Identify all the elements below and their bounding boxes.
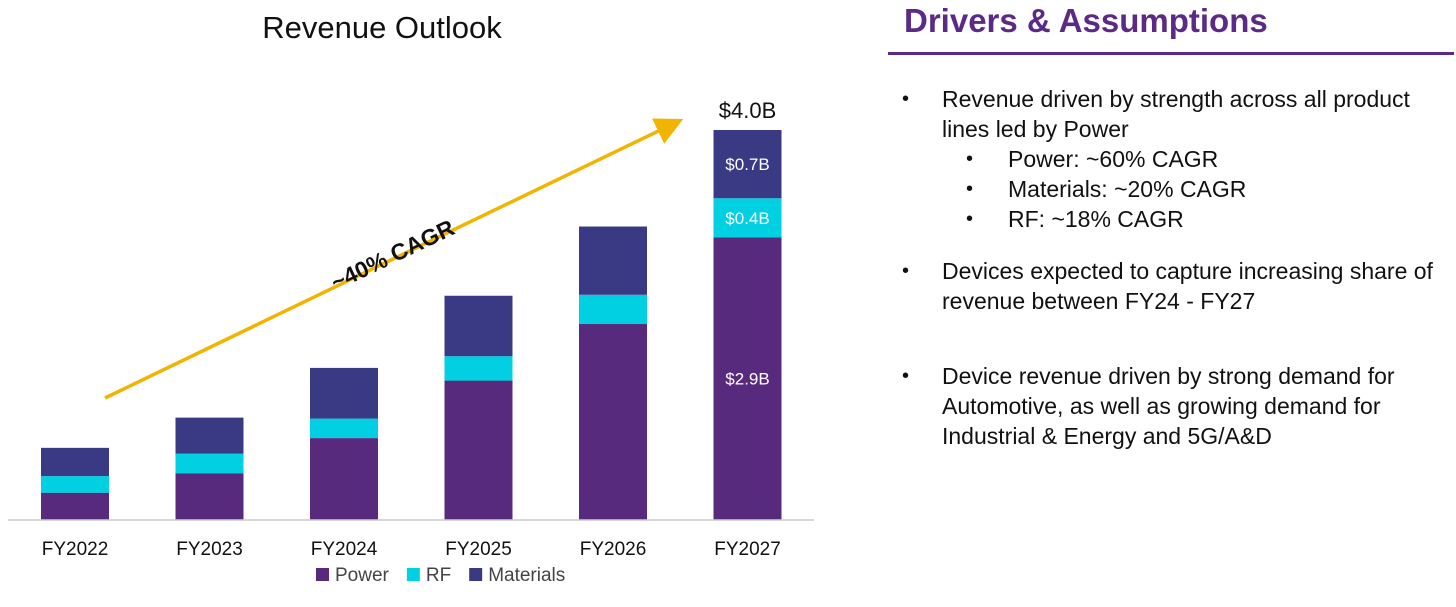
x-tick-label: FY2022 (42, 539, 109, 560)
cagr-annotation: ~40% CAGR (327, 214, 459, 295)
bar-fy2025-power (444, 380, 513, 520)
bar-fy2026-rf (579, 294, 647, 325)
bar-fy2024-rf (310, 418, 378, 439)
bullet-item: Devices expected to capture increasing s… (888, 256, 1454, 316)
bullet-item: Device revenue driven by strong demand f… (888, 361, 1454, 451)
bar-fy2026-materials (579, 226, 647, 295)
bar-fy2023-materials (175, 417, 244, 454)
data-label: $0.4B (725, 209, 769, 228)
chart-title: Revenue Outlook (262, 10, 502, 45)
panel-heading: Drivers & Assumptions (904, 2, 1268, 39)
cagr-arrow (104, 118, 684, 400)
bullet-text: Device revenue driven by strong demand f… (942, 363, 1395, 449)
x-tick-label: FY2023 (176, 539, 243, 560)
bar-fy2025-rf (444, 356, 513, 381)
legend-swatch-materials (469, 568, 483, 581)
heading-rule (888, 52, 1454, 55)
bar-fy2024-power (310, 438, 378, 520)
data-label: $2.9B (725, 370, 769, 389)
x-tick-label: FY2027 (714, 539, 781, 560)
bullet-list: Revenue driven by strength across all pr… (888, 84, 1454, 234)
x-tick-label: FY2024 (311, 539, 378, 560)
bar-fy2024-materials (310, 367, 378, 419)
bar-fy2025-materials (444, 295, 513, 357)
bar-fy2022-power (41, 492, 109, 520)
bar-fy2023-power (175, 473, 244, 520)
sub-bullet-item: Materials: ~20% CAGR (942, 174, 1454, 204)
bar-fy2027-materials (713, 130, 782, 199)
bar-fy2027-rf (713, 198, 782, 238)
total-label: $4.0B (719, 98, 777, 123)
sub-bullet-item: RF: ~18% CAGR (942, 204, 1454, 234)
bullet-text: Revenue driven by strength across all pr… (942, 86, 1410, 142)
bar-fy2023-rf (175, 453, 244, 474)
bar-fy2022-materials (41, 447, 109, 477)
drivers-panel: Drivers & Assumptions Revenue driven by … (888, 0, 1454, 607)
legend-label-power: Power (335, 565, 390, 586)
legend-swatch-power (316, 568, 329, 581)
legend-swatch-rf (406, 568, 420, 581)
bar-fy2026-power (579, 324, 647, 520)
bullet-list: Device revenue driven by strong demand f… (888, 361, 1454, 451)
bar-fy2022-rf (41, 476, 109, 493)
bullet-list: Devices expected to capture increasing s… (888, 256, 1454, 316)
sub-bullet-item: Power: ~60% CAGR (942, 144, 1454, 174)
x-tick-label: FY2025 (445, 539, 512, 560)
bar-fy2027-power (713, 237, 782, 520)
legend-label-rf: RF (426, 565, 451, 586)
x-tick-label: FY2026 (580, 539, 647, 560)
sub-bullet-list: Power: ~60% CAGR Materials: ~20% CAGR RF… (942, 144, 1454, 234)
bullet-item: Revenue driven by strength across all pr… (888, 84, 1454, 234)
legend-label-materials: Materials (488, 565, 565, 586)
bullet-text: Devices expected to capture increasing s… (942, 258, 1433, 314)
data-label: $0.7B (725, 155, 769, 174)
revenue-chart: FY2022 FY2023 FY2024 FY2025 FY2026 FY2027 $2.… (8, 98, 814, 586)
chart-legend: Power RF Materials (316, 565, 565, 586)
